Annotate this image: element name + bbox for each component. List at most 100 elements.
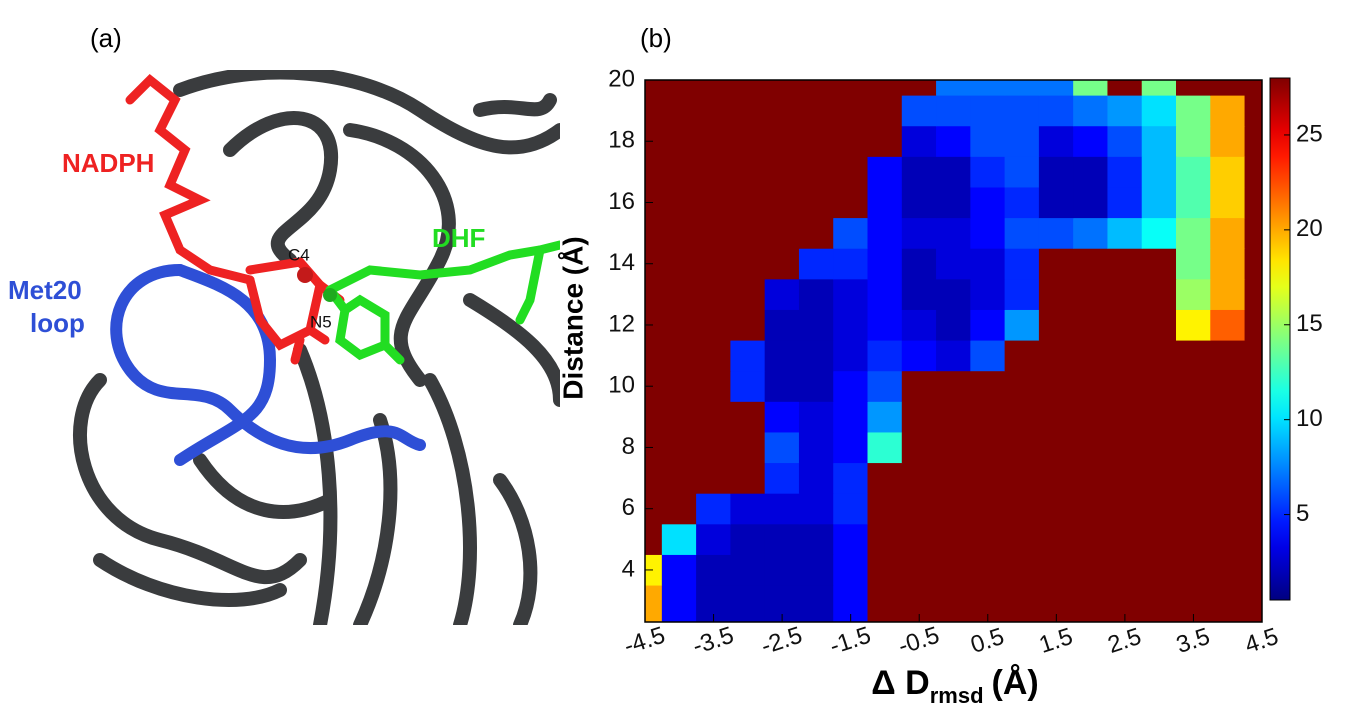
contour-cell (1142, 554, 1177, 585)
contour-cell (1107, 95, 1142, 126)
contour-cell (799, 156, 834, 187)
colorbar-tick-label: 25 (1296, 120, 1323, 147)
contour-cell (1005, 80, 1040, 96)
contour-cell (1245, 156, 1263, 187)
contour-cell (662, 401, 697, 432)
contour-cell (868, 554, 903, 585)
contour-cell (902, 554, 937, 585)
contour-cell (902, 462, 937, 493)
contour-cell (696, 340, 731, 371)
contour-cell (1210, 126, 1245, 157)
contour-cell (1005, 126, 1040, 157)
contour-cell (970, 554, 1005, 585)
contour-cell (936, 187, 971, 218)
contour-cell (936, 248, 971, 279)
y-tick-label: 6 (622, 494, 635, 521)
contour-cell (645, 462, 663, 493)
contour-cell (868, 432, 903, 463)
contour-cell (833, 156, 868, 187)
contour-cell (1176, 217, 1211, 248)
contour-cell (1039, 80, 1074, 96)
contour-cell (1073, 401, 1108, 432)
contour-cell (1073, 462, 1108, 493)
contour-cell (868, 462, 903, 493)
contour-cell (1142, 340, 1177, 371)
contour-cell (936, 401, 971, 432)
contour-cell (765, 95, 800, 126)
contour-cell (1176, 279, 1211, 310)
contour-cell (1176, 156, 1211, 187)
contour-cell (799, 340, 834, 371)
contour-cell (645, 80, 663, 96)
y-tick-label: 18 (608, 127, 635, 154)
contour-cell (1107, 156, 1142, 187)
contour-cell (1210, 156, 1245, 187)
contour-cell (1210, 80, 1245, 96)
contour-cell (1039, 309, 1074, 340)
contour-cell (765, 248, 800, 279)
contour-cell (1005, 95, 1040, 126)
contour-cell (833, 95, 868, 126)
contour-cell (1073, 524, 1108, 555)
x-axis-label: Δ Drmsd(Å) (871, 664, 1038, 708)
contour-cell (1005, 401, 1040, 432)
contour-cell (936, 340, 971, 371)
contour-cell (645, 217, 663, 248)
contour-cell (833, 493, 868, 524)
contour-cell (645, 585, 663, 622)
contour-cell (696, 80, 731, 96)
contour-cell (1107, 340, 1142, 371)
contour-cell (799, 187, 834, 218)
contour-cell (868, 95, 903, 126)
contour-cell (645, 340, 663, 371)
contour-cell (970, 371, 1005, 402)
contour-cell (1142, 432, 1177, 463)
contour-cell (970, 217, 1005, 248)
y-tick-label: 12 (608, 310, 635, 337)
contour-cell (868, 493, 903, 524)
contour-cell (833, 401, 868, 432)
contour-cell (902, 126, 937, 157)
contour-cell (799, 248, 834, 279)
contour-cell (1142, 95, 1177, 126)
colorbar (1270, 78, 1290, 600)
contour-cell (730, 554, 765, 585)
contour-cell (1005, 585, 1040, 622)
contour-cell (1245, 371, 1263, 402)
x-tick-label: 1.5 (1036, 623, 1076, 659)
contour-cell (902, 309, 937, 340)
contour-cell (799, 401, 834, 432)
contour-cell (662, 95, 697, 126)
x-label-part: Δ D (871, 664, 929, 702)
contour-cell (868, 401, 903, 432)
contour-cell (730, 432, 765, 463)
contour-cell (1245, 95, 1263, 126)
contour-cell (1245, 80, 1263, 96)
contour-cell (1142, 493, 1177, 524)
contour-cell (730, 156, 765, 187)
contour-cell (902, 524, 937, 555)
contour-cell (970, 524, 1005, 555)
contour-cell (936, 126, 971, 157)
annotation: Met20 (8, 275, 82, 305)
contour-cell (696, 187, 731, 218)
contour-cell (1107, 493, 1142, 524)
x-tick-label: 2.5 (1104, 623, 1144, 659)
contour-cell (696, 493, 731, 524)
contour-cell (1210, 248, 1245, 279)
x-label-part: (Å) (992, 664, 1039, 702)
contour-cell (1107, 279, 1142, 310)
contour-cell (696, 95, 731, 126)
contour-cell (833, 126, 868, 157)
panel-label: (a) (90, 23, 122, 53)
contour-cell (645, 401, 663, 432)
contour-cell (1073, 432, 1108, 463)
contour-cell (645, 524, 663, 555)
contour-cell (765, 80, 800, 96)
contour-cell (1039, 217, 1074, 248)
contour-cell (1176, 371, 1211, 402)
contour-cell (1107, 432, 1142, 463)
contour-cell (936, 95, 971, 126)
contour-cell (1210, 279, 1245, 310)
contour-cell (696, 554, 731, 585)
